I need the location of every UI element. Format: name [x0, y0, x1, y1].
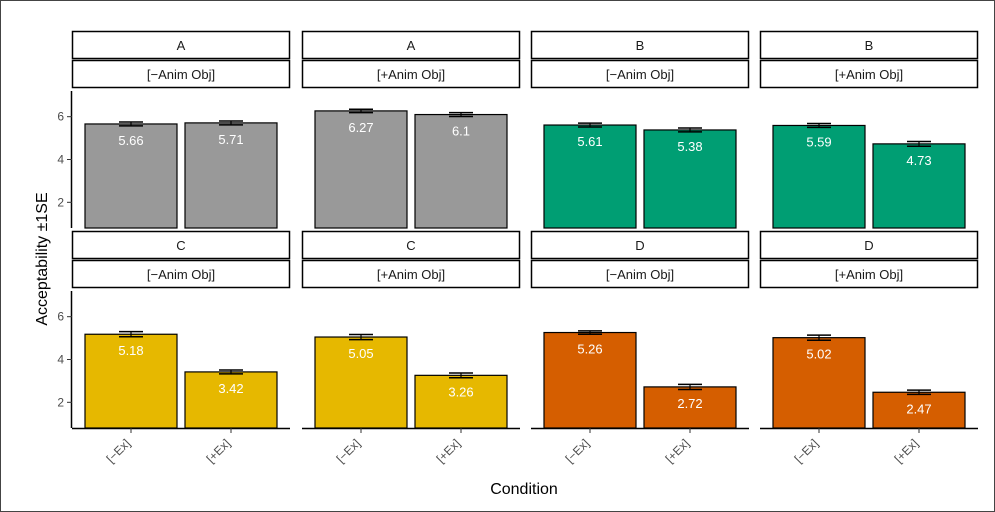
panel-6-bar-minus-ex — [314, 336, 408, 429]
panel-3-value-label-2: 5.38 — [677, 139, 702, 154]
panel-6-strip-animacy-label: [+Anim Obj] — [377, 267, 445, 282]
panel-2-strip-animacy-label: [+Anim Obj] — [377, 67, 445, 82]
panel-3-strip-group-label: B — [636, 38, 645, 53]
panel-4-bar-plus-ex — [872, 143, 966, 229]
panel-6-value-label-1: 5.05 — [348, 346, 373, 361]
panel-3-strip-group-box — [530, 30, 750, 60]
panel-1-strip-group-box — [71, 30, 291, 60]
panel-6-bar-plus-ex — [414, 374, 508, 429]
panel-2-strip-group-label: A — [407, 38, 416, 53]
panel-4-value-label-1: 5.59 — [806, 134, 831, 149]
panel-8-x-tick-label-2: [+Ex] — [892, 436, 921, 465]
panel-2-value-label-2: 6.1 — [452, 124, 470, 139]
x-axis-title: Condition — [490, 481, 558, 498]
panel-7-strip-animacy-label: [−Anim Obj] — [606, 267, 674, 282]
panel-5-y-tick-label-6: 6 — [57, 310, 64, 324]
panel-5-strip-group-box — [71, 230, 291, 260]
panel-2-value-label-1: 6.27 — [348, 120, 373, 135]
panel-6-x-tick-label-1: [−Ex] — [334, 436, 363, 465]
panel-1-y-tick-label-2: 2 — [57, 195, 64, 209]
panel-2-bar-plus-ex — [414, 113, 508, 229]
panel-7-value-label-1: 5.26 — [577, 342, 602, 357]
panel-7-value-label-2: 2.72 — [677, 396, 702, 411]
panel-2-strip-animacy-box — [301, 59, 521, 89]
panel-1-strip-group-label: A — [177, 38, 186, 53]
panel-3-value-label-1: 5.61 — [577, 134, 602, 149]
panel-4-strip-animacy-box — [759, 59, 979, 89]
panel-6-x-tick-label-2: [+Ex] — [434, 436, 463, 465]
panel-7-strip-animacy-box — [530, 259, 750, 289]
panel-5-strip-animacy-label: [−Anim Obj] — [147, 267, 215, 282]
panel-5-y-tick-label-2: 2 — [57, 395, 64, 409]
panel-8-bar-plus-ex — [872, 391, 966, 429]
panel-1-bar-plus-ex — [184, 122, 278, 229]
panel-3-bar-minus-ex — [543, 124, 637, 229]
panel-7-strip-group-label: D — [635, 238, 644, 253]
panel-2-strip-group-box — [301, 30, 521, 60]
panel-8-value-label-2: 2.47 — [906, 401, 931, 416]
panel-5-bar-minus-ex — [84, 333, 178, 429]
panel-2-bar-minus-ex — [314, 110, 408, 229]
panel-8-strip-animacy-box — [759, 259, 979, 289]
panel-1-value-label-1: 5.66 — [118, 133, 143, 148]
panel-5-strip-animacy-box — [71, 259, 291, 289]
panel-5-x-tick-label-1: [−Ex] — [104, 436, 133, 465]
panel-8-strip-group-box — [759, 230, 979, 260]
panel-3-strip-animacy-box — [530, 59, 750, 89]
panel-6-value-label-2: 3.26 — [448, 384, 473, 399]
panel-1-y-tick-label-4: 4 — [57, 153, 64, 167]
panel-1-strip-animacy-box — [71, 59, 291, 89]
panel-4-value-label-2: 4.73 — [906, 153, 931, 168]
panel-6-strip-group-label: C — [406, 238, 415, 253]
panel-4-strip-group-box — [759, 30, 979, 60]
panel-6-strip-animacy-box — [301, 259, 521, 289]
panel-5-x-tick-label-2: [+Ex] — [204, 436, 233, 465]
panel-4-strip-animacy-label: [+Anim Obj] — [835, 67, 903, 82]
panel-8-strip-group-label: D — [864, 238, 873, 253]
panel-1-bar-minus-ex — [84, 123, 178, 229]
panel-5-strip-group-label: C — [176, 238, 185, 253]
panel-1-strip-animacy-label: [−Anim Obj] — [147, 67, 215, 82]
panel-7-x-tick-label-2: [+Ex] — [663, 436, 692, 465]
panel-5-bar-plus-ex — [184, 371, 278, 429]
panel-3-strip-animacy-label: [−Anim Obj] — [606, 67, 674, 82]
panel-5-value-label-1: 5.18 — [118, 343, 143, 358]
panel-8-value-label-1: 5.02 — [806, 347, 831, 362]
panel-7-strip-group-box — [530, 230, 750, 260]
panel-1-y-tick-label-6: 6 — [57, 110, 64, 124]
panel-5-y-tick-label-4: 4 — [57, 353, 64, 367]
panel-3-bar-plus-ex — [643, 129, 737, 229]
panel-8-bar-minus-ex — [772, 337, 866, 429]
panel-4-bar-minus-ex — [772, 124, 866, 229]
y-axis-title: Acceptability ±1SE — [34, 192, 51, 325]
panel-8-x-tick-label-1: [−Ex] — [792, 436, 821, 465]
panel-5-value-label-2: 3.42 — [218, 381, 243, 396]
panel-6-strip-group-box — [301, 230, 521, 260]
panel-7-bar-minus-ex — [543, 331, 637, 429]
panel-8-strip-animacy-label: [+Anim Obj] — [835, 267, 903, 282]
panel-1-value-label-2: 5.71 — [218, 132, 243, 147]
panel-4-strip-group-label: B — [865, 38, 874, 53]
panel-7-x-tick-label-1: [−Ex] — [563, 436, 592, 465]
